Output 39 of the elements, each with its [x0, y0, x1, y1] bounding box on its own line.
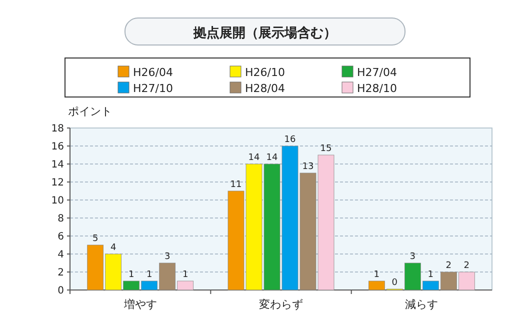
y-tick-label: 14: [51, 160, 64, 170]
data-label: 13: [302, 162, 314, 172]
data-label: 4: [110, 243, 116, 253]
legend-label: H26/10: [245, 66, 285, 79]
data-label: 1: [146, 270, 152, 280]
data-label: 5: [92, 234, 98, 244]
y-tick-label: 10: [51, 196, 64, 206]
x-tick-label: 変わらず: [259, 298, 303, 311]
data-label: 1: [428, 270, 434, 280]
x-tick-label: 増やす: [122, 298, 157, 311]
legend-label: H26/04: [133, 66, 173, 79]
legend-label: H27/10: [133, 82, 173, 95]
chart-title: 拠点展開（展示場含む）: [192, 25, 336, 41]
y-axis-title: ポイント: [68, 105, 112, 118]
data-label: 3: [164, 252, 170, 262]
y-tick-label: 16: [51, 142, 64, 152]
data-label: 14: [248, 153, 260, 163]
data-label: 15: [320, 144, 332, 154]
legend-label: H28/10: [357, 82, 397, 95]
y-tick-label: 18: [51, 124, 64, 134]
data-label: 1: [182, 270, 188, 280]
y-tick-label: 4: [58, 250, 64, 260]
y-tick-label: 12: [51, 178, 64, 188]
data-label: 0: [392, 278, 398, 288]
y-tick-label: 6: [58, 232, 64, 242]
x-tick-label: 減らす: [405, 298, 438, 311]
data-label: 2: [446, 261, 452, 271]
data-label: 16: [284, 135, 296, 145]
y-tick-label: 0: [58, 286, 64, 296]
legend-label: H28/04: [245, 82, 285, 95]
legend-label: H27/04: [357, 66, 397, 79]
data-label: 1: [374, 270, 380, 280]
data-label: 3: [410, 252, 416, 262]
y-tick-label: 8: [58, 214, 64, 224]
data-label: 11: [230, 180, 242, 190]
data-label: 2: [464, 261, 470, 271]
data-label: 14: [266, 153, 278, 163]
data-label: 1: [128, 270, 134, 280]
y-tick-label: 2: [58, 268, 64, 278]
